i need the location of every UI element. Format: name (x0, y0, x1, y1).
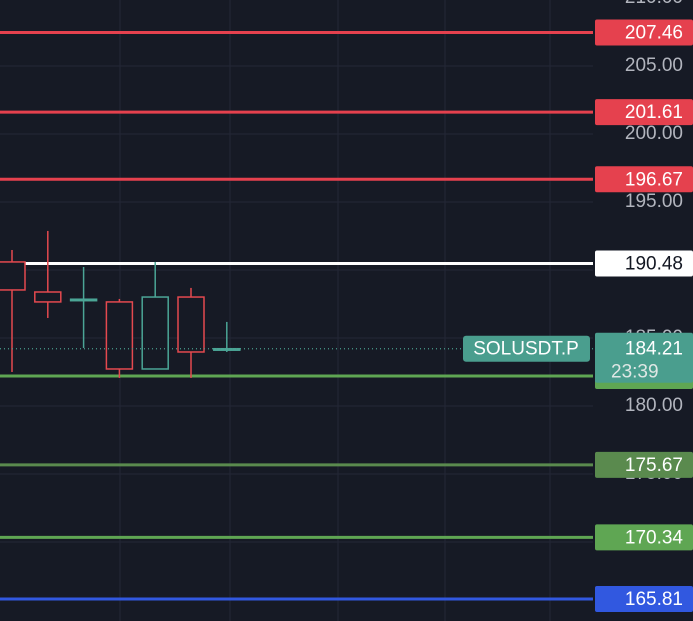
level-label: 175.67 (625, 455, 683, 476)
symbol-label: SOLUSDT.P (473, 339, 579, 360)
countdown-label: 23:39 (611, 362, 659, 383)
vertical-grid (119, 0, 551, 621)
level-label: 201.61 (625, 102, 683, 123)
level-label-box (595, 166, 693, 193)
y-tick-label: 200.00 (625, 123, 683, 144)
candle-body (69, 298, 98, 302)
y-tick-label: 195.00 (625, 191, 683, 212)
level-label-box (595, 250, 693, 277)
level-label: 190.48 (625, 253, 683, 274)
candle-body (177, 296, 205, 353)
level-label: 207.46 (625, 23, 683, 44)
level-label-box (595, 585, 693, 612)
candle-body (213, 347, 241, 351)
level-label-box (595, 99, 693, 126)
level-label-box (595, 451, 693, 478)
y-tick-label: 180.00 (625, 395, 683, 416)
candle-body (0, 261, 26, 291)
last-price-label: 184.21 (625, 339, 683, 360)
level-label: 196.67 (625, 169, 683, 190)
y-tick-label: 205.00 (625, 55, 683, 76)
last-price-box (595, 332, 693, 383)
symbol-label-box (463, 335, 590, 362)
candle-body (105, 301, 134, 370)
level-label-box (595, 19, 693, 46)
level-label: 170.34 (625, 527, 684, 548)
candle-body (34, 291, 62, 303)
candle-body (141, 296, 169, 370)
level-label-box (595, 524, 693, 551)
y-tick-label: 210.00 (625, 0, 683, 8)
level-label: 165.81 (625, 589, 683, 610)
